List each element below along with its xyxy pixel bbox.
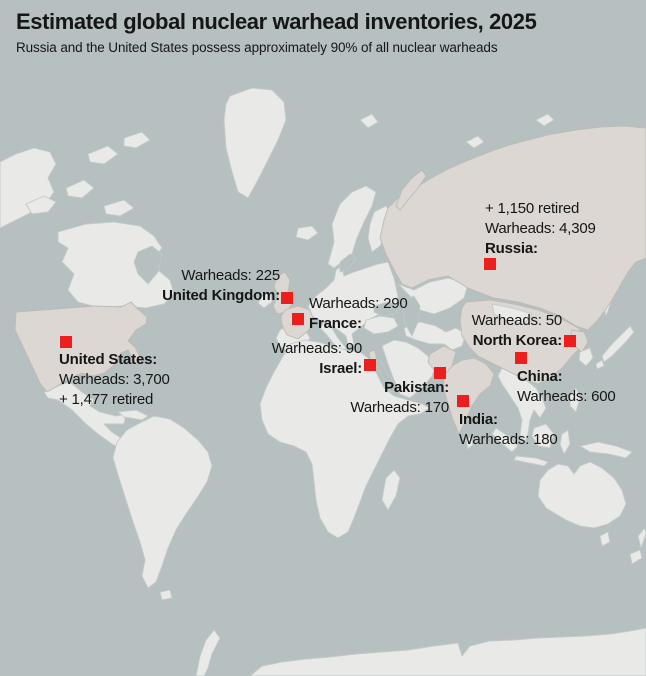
- united-states-label: United States: Warheads: 3,700 + 1,477 ret…: [59, 350, 170, 410]
- pakistan-value: Warheads: 170: [350, 399, 449, 416]
- russia-marker: [484, 258, 496, 270]
- map-country-russia-novaya-zemlya: [395, 169, 427, 211]
- map-region-ireland: [257, 291, 273, 309]
- united-kingdom-value: Warheads: 225: [181, 267, 280, 284]
- map-region-southeast-asia: [497, 367, 547, 445]
- north-korea-label: Warheads: 50 North Korea:: [471, 311, 563, 351]
- france-label: Warheads: 290 France:: [309, 294, 408, 334]
- north-korea-marker: [564, 335, 576, 347]
- china-label: China: Warheads: 600: [517, 367, 616, 407]
- israel-marker: [364, 359, 376, 371]
- united-kingdom-marker: [281, 292, 293, 304]
- map-region-arabia: [381, 339, 437, 399]
- map-region-canada: [57, 221, 175, 309]
- map-region-south-america: [112, 415, 213, 601]
- france-value: Warheads: 290: [309, 295, 408, 312]
- map-country-russia: [379, 125, 646, 331]
- map-region-svalbard: [359, 113, 379, 129]
- india-name: India:: [459, 411, 498, 428]
- pakistan-marker: [434, 367, 446, 379]
- map-region-arctic-islands: [25, 131, 151, 217]
- north-korea-value: Warheads: 50: [471, 312, 563, 329]
- pakistan-name: Pakistan:: [384, 379, 449, 396]
- map-country-china: [459, 299, 587, 385]
- header: Estimated global nuclear warhead invento…: [16, 9, 537, 55]
- china-marker: [515, 352, 527, 364]
- united-states-name: United States:: [59, 351, 158, 368]
- map-region-alaska: [0, 147, 57, 229]
- map-region-sri-lanka: [465, 435, 474, 450]
- page-title: Estimated global nuclear warhead invento…: [16, 9, 537, 34]
- united-kingdom-label: Warheads: 225 United Kingdom:: [162, 266, 280, 306]
- page-subtitle: Russia and the United States possess app…: [16, 40, 498, 55]
- map-region-new-zealand: [629, 527, 646, 565]
- map-region-russian-arctic-islands: [465, 113, 555, 149]
- map-region-turkey: [363, 315, 399, 335]
- china-name: China:: [517, 368, 563, 385]
- india-marker: [457, 395, 469, 407]
- map-country-india: [443, 357, 495, 435]
- india-value: Warheads: 180: [459, 431, 558, 448]
- france-marker: [292, 313, 304, 325]
- china-value: Warheads: 600: [517, 388, 616, 405]
- russia-label: + 1,150 retired Warheads: 4,309 Russia:: [485, 199, 596, 259]
- united-states-marker: [60, 336, 72, 348]
- map-region-iran: [403, 321, 467, 351]
- united-states-value: Warheads: 3,700: [59, 371, 170, 388]
- united-kingdom-name: United Kingdom:: [162, 287, 280, 304]
- map-sea-black-sea: [373, 301, 401, 317]
- map-sea-baltic: [339, 253, 357, 273]
- map-region-mongolia: [491, 303, 533, 325]
- map-region-australia: [537, 461, 627, 547]
- israel-value: Warheads: 90: [271, 340, 363, 357]
- map-country-united-states: [14, 301, 148, 393]
- pakistan-label: Pakistan: Warheads: 170: [350, 378, 449, 418]
- map-region-iceland: [295, 225, 319, 241]
- map-region-europe: [307, 261, 399, 347]
- map-region-indonesia-philippines: [491, 387, 633, 467]
- united-states-value: + 1,477 retired: [59, 391, 154, 408]
- russia-value: + 1,150 retired: [485, 200, 580, 217]
- map-region-japan: [595, 325, 635, 370]
- russia-value: Warheads: 4,309: [485, 220, 596, 237]
- map-region-madagascar: [381, 469, 401, 511]
- map-sea-caspian: [402, 295, 421, 337]
- map-sea-hudson-bay: [133, 245, 163, 285]
- map-region-antarctica: [195, 627, 646, 676]
- russia-name: Russia:: [485, 240, 538, 257]
- north-korea-name: North Korea:: [472, 332, 562, 349]
- india-label: India: Warheads: 180: [459, 410, 558, 450]
- israel-name: Israel:: [319, 360, 362, 377]
- map-region-south-korea: [578, 347, 594, 367]
- israel-label: Warheads: 90 Israel:: [271, 339, 363, 379]
- france-name: France:: [309, 315, 362, 332]
- map-region-greenland: [223, 87, 287, 199]
